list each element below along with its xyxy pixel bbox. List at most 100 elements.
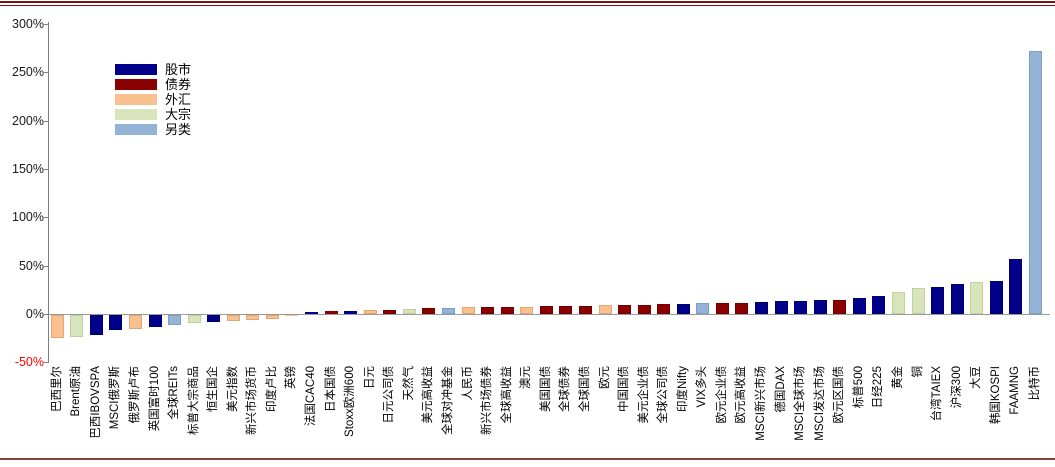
y-axis-tick-label: 200% xyxy=(12,113,44,128)
x-axis-label: 人民币 xyxy=(461,365,474,401)
bar xyxy=(383,309,397,314)
x-axis-label: 美国国债 xyxy=(539,365,552,412)
y-axis-line xyxy=(48,22,49,363)
top-border-rule xyxy=(0,1,1055,3)
x-axis-label: 台湾TAIEX xyxy=(931,365,944,421)
bar xyxy=(70,314,84,337)
bar xyxy=(872,296,886,314)
bar xyxy=(637,305,651,314)
bar xyxy=(109,314,123,331)
x-axis-label: 巴西里尔 xyxy=(50,365,63,412)
bar xyxy=(324,310,338,314)
x-axis-label: 沪深300 xyxy=(950,365,963,408)
legend-swatch-fx xyxy=(115,94,157,105)
legend-label: 股市 xyxy=(165,62,192,77)
bar xyxy=(911,287,925,314)
bar xyxy=(696,303,710,314)
x-axis-label: 新兴市场债券 xyxy=(481,365,494,435)
y-axis-tick xyxy=(44,217,49,219)
x-axis-label: 美元指数 xyxy=(226,365,239,412)
bar xyxy=(226,314,240,321)
top-border-rule-thin xyxy=(0,5,1055,6)
legend-label: 债券 xyxy=(165,77,192,92)
x-axis-label: 韩国KOSPI xyxy=(989,365,1002,424)
bar xyxy=(207,314,221,322)
x-axis-label: 印度Nifty xyxy=(676,365,689,412)
y-axis-tick xyxy=(44,313,49,315)
bar xyxy=(676,304,690,314)
bar xyxy=(618,305,632,314)
bar xyxy=(402,308,416,314)
x-axis-label: 全球高收益 xyxy=(500,365,513,424)
x-axis-label: 恒生国企 xyxy=(207,365,220,412)
bar xyxy=(265,314,279,319)
x-axis-label: 美元企业债 xyxy=(637,365,650,424)
bar xyxy=(598,305,612,314)
bar xyxy=(989,280,1003,314)
x-axis-label: 日元公司债 xyxy=(383,365,396,424)
bar xyxy=(187,314,201,323)
bar xyxy=(344,310,358,314)
y-axis-tick xyxy=(44,120,49,122)
x-axis-label: 日元 xyxy=(363,365,376,389)
legend-swatch-stocks xyxy=(115,64,157,75)
x-axis-label: 印度卢比 xyxy=(265,365,278,412)
x-axis-label: 英镑 xyxy=(285,365,298,389)
y-axis-tick-label: 0% xyxy=(25,306,44,321)
bar xyxy=(539,306,553,314)
bar xyxy=(852,298,866,314)
bar xyxy=(422,308,436,314)
x-axis-label: 英国富时100 xyxy=(148,365,161,431)
x-axis-label: 俄罗斯卢布 xyxy=(128,365,141,424)
zero-baseline xyxy=(48,313,1050,315)
x-axis-label: 欧元 xyxy=(598,365,611,389)
bar xyxy=(500,307,514,314)
y-axis-tick-label: -50% xyxy=(14,355,44,370)
x-axis-label: 比特币 xyxy=(1028,365,1041,401)
bar xyxy=(442,308,455,314)
x-axis-label: 欧元企业债 xyxy=(715,365,728,424)
bar xyxy=(891,291,905,314)
legend-label: 大宗 xyxy=(165,107,192,122)
bar xyxy=(657,304,671,314)
x-axis-label: 日经225 xyxy=(872,365,885,408)
y-axis-tick-label: 150% xyxy=(12,161,44,176)
x-axis-label: FAAMNG xyxy=(1009,365,1022,415)
bar xyxy=(148,314,162,328)
y-axis-tick xyxy=(44,72,49,74)
bar xyxy=(168,314,182,326)
y-axis-tick xyxy=(44,24,49,26)
x-axis-label: 全球债券 xyxy=(559,365,572,412)
bar xyxy=(794,301,808,314)
bar xyxy=(931,286,945,314)
x-axis-label: 标普大宗商品 xyxy=(187,365,200,435)
bar xyxy=(1009,258,1023,314)
y-axis-tick xyxy=(44,265,49,267)
x-axis-label: MSCI发达市场 xyxy=(813,365,826,441)
x-axis-label: 天然气 xyxy=(402,365,415,401)
x-axis-label: 巴西IBOVSPA xyxy=(89,365,102,439)
x-axis-label: 法国CAC40 xyxy=(305,365,318,426)
x-axis-label: 澳元 xyxy=(520,365,533,389)
x-axis-label: VIX多头 xyxy=(696,365,709,408)
bar xyxy=(813,300,827,314)
bar xyxy=(128,314,142,330)
x-axis-label: 全球国债 xyxy=(578,365,591,412)
bar xyxy=(520,307,534,314)
y-axis-tick xyxy=(44,362,49,364)
bottom-border-rule xyxy=(0,458,1055,460)
bar xyxy=(755,302,769,314)
legend-label: 另类 xyxy=(165,122,192,137)
x-axis-label: MSCI俄罗斯 xyxy=(109,365,122,429)
legend-swatch-alternatives xyxy=(115,124,157,135)
bar xyxy=(461,307,475,314)
x-axis-label: MSCI新兴市场 xyxy=(755,365,768,441)
bar xyxy=(735,303,749,314)
bar xyxy=(285,314,299,316)
legend-label: 外汇 xyxy=(165,92,192,107)
y-axis-tick-label: 250% xyxy=(12,65,44,80)
bar xyxy=(833,300,847,314)
x-axis-label: 欧元高收益 xyxy=(735,365,748,424)
bar xyxy=(305,311,319,314)
